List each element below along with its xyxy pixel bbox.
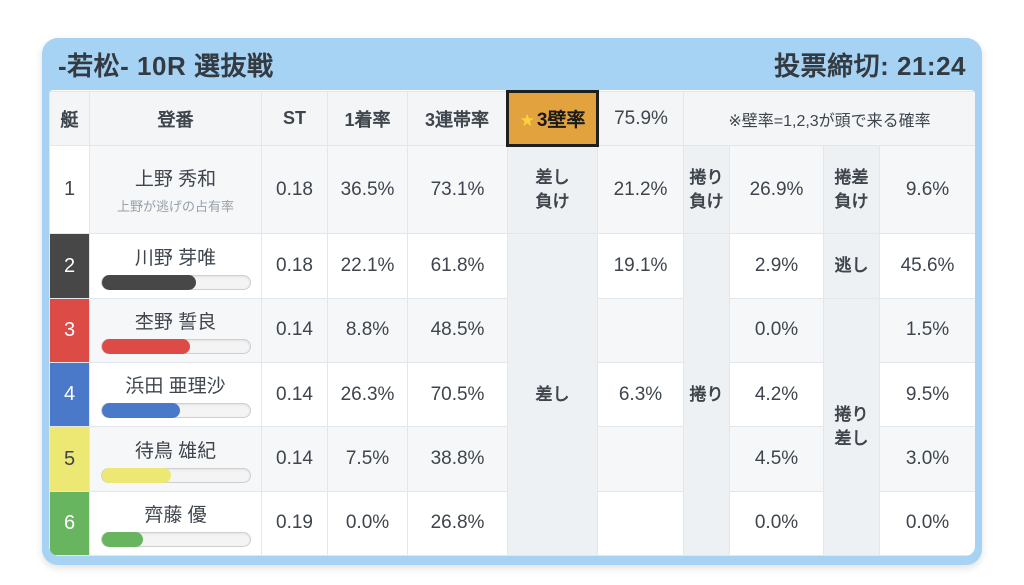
racer-progress-bar xyxy=(100,467,251,483)
col-header-win-rate: 1着率 xyxy=(327,91,408,146)
pct-sashi: 19.1% xyxy=(597,233,684,299)
st-value: 0.14 xyxy=(261,297,328,364)
win-rate-value: 7.5% xyxy=(327,426,408,492)
star-icon: ★ xyxy=(519,111,535,130)
racer-progress-bar xyxy=(100,403,251,419)
racer-progress-bar xyxy=(100,338,251,354)
racer-name: 齊藤 優 xyxy=(144,504,207,526)
race-title: -若松- 10R 選抜戦 xyxy=(58,50,274,81)
racer-progress-fill xyxy=(101,467,172,483)
table-header-row: 艇 登番 ST 1着率 3連帯率 ★ 3壁率 75.9% ※壁率=1,2,3が頭で… xyxy=(49,90,975,147)
race-card: -若松- 10R 選抜戦 投票締切: 21:24 艇 登番 ST 1着率 3連帯… xyxy=(42,38,982,565)
top3-rate-value: 38.8% xyxy=(407,426,508,492)
pct-sashi xyxy=(597,426,684,492)
win-rate-value: 8.8% xyxy=(327,297,408,364)
st-value: 0.18 xyxy=(261,144,328,235)
racer-cell: 待鳥 雄紀 xyxy=(89,426,262,492)
st-value: 0.14 xyxy=(261,362,328,428)
racer-name: 川野 芽唯 xyxy=(134,247,217,269)
racer-row-4: 4 浜田 亜理沙 0.14 26.3% 70.5% 6.3% 4.2% 9.5% xyxy=(49,362,975,428)
stats-table: 艇 登番 ST 1着率 3連帯率 ★ 3壁率 75.9% ※壁率=1,2,3が頭で… xyxy=(49,90,975,556)
st-value: 0.18 xyxy=(261,233,328,299)
boat-number-cell: 5 xyxy=(49,426,90,492)
racer-cell: 齊藤 優 xyxy=(89,490,262,556)
racer-name: 上野 秀和 xyxy=(134,169,217,191)
label-nigashi: 逃し xyxy=(823,233,880,299)
label-sashi-make: 差し 負け xyxy=(507,144,598,235)
pct-makuri: 4.2% xyxy=(729,362,824,428)
racer-progress-fill xyxy=(101,274,197,290)
pct-makuri: 0.0% xyxy=(729,490,824,556)
label-makuri-make: 捲り 負け xyxy=(683,144,730,235)
top3-rate-value: 70.5% xyxy=(407,362,508,428)
boat-number-cell: 3 xyxy=(49,297,90,364)
pct-makuri: 0.0% xyxy=(729,297,824,364)
racer-cell: 浜田 亜理沙 xyxy=(89,362,262,428)
label-makuri-merged: 捲り xyxy=(683,233,730,556)
racer-progress-fill xyxy=(101,403,180,419)
racer-progress-bar xyxy=(100,531,251,547)
pct-sashi xyxy=(597,490,684,556)
boat-number-cell: 6 xyxy=(49,490,90,556)
col-header-st: ST xyxy=(261,91,328,146)
pct-sashi xyxy=(597,297,684,364)
col-header-entry: 登番 xyxy=(89,91,262,146)
racer-row-3: 3 杢野 誓良 0.14 8.8% 48.5% 0.0% 捲り 差し 1.5% xyxy=(49,297,975,556)
col-header-top3-rate: 3連帯率 xyxy=(407,91,508,146)
racer-subtext: 上野が逃げの占有率 xyxy=(116,199,234,215)
pct-kimarite: 1.5% xyxy=(878,297,975,364)
boat-number-cell: 1 xyxy=(49,144,90,235)
pct-makuri: 26.9% xyxy=(729,144,824,235)
top3-rate-value: 48.5% xyxy=(407,297,508,364)
win-rate-value: 26.3% xyxy=(327,362,408,428)
racer-row-5: 5 待鳥 雄紀 0.14 7.5% 38.8% 4.5% 3.0% xyxy=(49,426,975,492)
pct-makuri: 4.5% xyxy=(729,426,824,492)
st-value: 0.19 xyxy=(261,490,328,556)
label-sashi-merged: 差し xyxy=(507,233,598,556)
wall-rate-note: ※壁率=1,2,3が頭で来る確率 xyxy=(682,91,975,146)
win-rate-value: 22.1% xyxy=(327,233,408,299)
racer-cell: 川野 芽唯 xyxy=(89,233,262,299)
win-rate-value: 0.0% xyxy=(327,490,408,556)
vote-deadline: 投票締切: 21:24 xyxy=(774,50,966,81)
pct-kimarite: 9.5% xyxy=(878,362,975,428)
wall-rate-badge: ★ 3壁率 xyxy=(506,90,599,147)
racer-progress-fill xyxy=(101,338,191,354)
racer-name: 待鳥 雄紀 xyxy=(134,440,217,462)
pct-kimarite: 0.0% xyxy=(878,490,975,556)
pct-kimarite: 9.6% xyxy=(878,144,975,235)
boat-number-cell: 4 xyxy=(49,362,90,428)
pct-makuri: 2.9% xyxy=(729,233,824,299)
racer-cell: 杢野 誓良 xyxy=(89,297,262,364)
pct-sashi: 6.3% xyxy=(597,362,684,428)
top3-rate-value: 26.8% xyxy=(407,490,508,556)
col-header-boat: 艇 xyxy=(49,91,90,146)
top3-rate-value: 73.1% xyxy=(407,144,508,235)
racer-name: 杢野 誓良 xyxy=(134,311,217,333)
wall-rate-label: 3壁率 xyxy=(536,110,586,131)
label-makurizashi-merged: 捲り 差し xyxy=(823,297,880,556)
label-makuzashi-make: 捲差 負け xyxy=(823,144,880,235)
racer-row-6: 6 齊藤 優 0.19 0.0% 26.8% 0.0% 0.0% xyxy=(49,490,975,556)
racer-row-2: 2 川野 芽唯 0.18 22.1% 61.8% 差し 19.1% 捲り 2.9% 逃し 45.6% xyxy=(49,233,975,556)
pct-kimarite: 45.6% xyxy=(878,233,975,299)
racer-name: 浜田 亜理沙 xyxy=(125,376,226,398)
racer-row-1: 1 上野 秀和 上野が逃げの占有率 0.18 36.5% 73.1% 差し 負け 21.2% 捲… xyxy=(49,144,975,235)
win-rate-value: 36.5% xyxy=(327,144,408,235)
pct-sashi: 21.2% xyxy=(597,144,684,235)
pct-kimarite: 3.0% xyxy=(878,426,975,492)
wall-rate-value: 75.9% xyxy=(597,91,684,146)
st-value: 0.14 xyxy=(261,426,328,492)
stats-table-wrap: 艇 登番 ST 1着率 3連帯率 ★ 3壁率 75.9% ※壁率=1,2,3が頭で… xyxy=(49,90,975,556)
top3-rate-value: 61.8% xyxy=(407,233,508,299)
boat-number-cell: 2 xyxy=(49,233,90,299)
race-card-titlebar: -若松- 10R 選抜戦 投票締切: 21:24 xyxy=(42,38,982,90)
racer-progress-fill xyxy=(101,531,143,547)
racer-cell: 上野 秀和上野が逃げの占有率 xyxy=(89,144,262,235)
racer-progress-bar xyxy=(100,274,251,290)
